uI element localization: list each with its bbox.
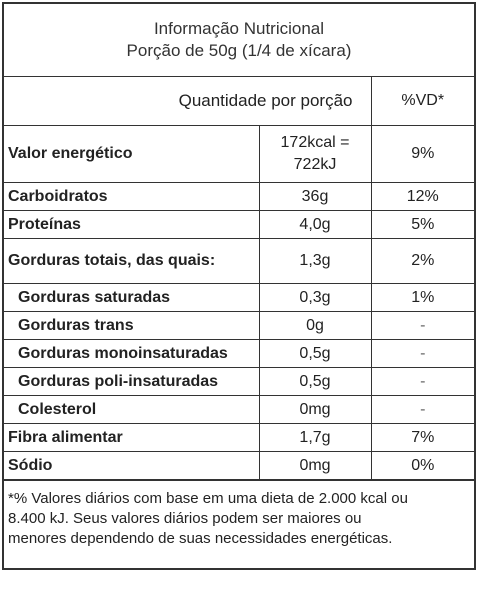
table-row: Gorduras totais, das quais: 1,3g 2% <box>4 238 474 284</box>
footnote-line: menores dependendo de suas necessidades … <box>8 530 393 547</box>
nutrient-dv: 12% <box>370 182 474 211</box>
footnote-line: 8.400 kJ. Seus valores diários podem ser… <box>8 510 362 527</box>
table-row: Proteínas 4,0g 5% <box>4 210 474 239</box>
nutrition-table: Quantidade por porção %VD* Valor energét… <box>4 77 474 480</box>
nutrient-amount: 0,3g <box>258 283 372 312</box>
nutrient-amount: 172kcal = 722kJ <box>258 125 372 183</box>
nutrient-dv: 5% <box>370 210 474 239</box>
footnote-line: *% Valores diários com base em uma dieta… <box>8 490 408 507</box>
nutrient-dv: - <box>370 367 474 396</box>
nutrient-label: Gorduras poli-insaturadas <box>4 367 260 396</box>
nutrient-dv: 7% <box>370 423 474 452</box>
nutrient-label: Gorduras monoinsaturadas <box>4 339 260 368</box>
nutrient-amount: 4,0g <box>258 210 372 239</box>
daily-values-footnote: *% Valores diários com base em uma dieta… <box>4 480 474 568</box>
nutrient-label: Valor energético <box>4 125 260 183</box>
nutrient-dv: 1% <box>370 283 474 312</box>
nutrient-dv: - <box>370 339 474 368</box>
nutrient-amount: 1,3g <box>258 238 372 284</box>
dv-header: %VD* <box>370 77 474 126</box>
nutrient-dv: 0% <box>370 451 474 480</box>
nutrient-amount: 0,5g <box>258 367 372 396</box>
table-row: Carboidratos 36g 12% <box>4 182 474 211</box>
table-row: Fibra alimentar 1,7g 7% <box>4 423 474 452</box>
nutrient-amount: 0g <box>258 311 372 340</box>
nutrient-amount: 0mg <box>258 395 372 424</box>
table-row: Gorduras monoinsaturadas 0,5g - <box>4 339 474 368</box>
table-row-energy: Valor energético 172kcal = 722kJ 9% <box>4 125 474 183</box>
nutrient-label: Colesterol <box>4 395 260 424</box>
nutrition-facts-label: Informação Nutricional Porção de 50g (1/… <box>2 2 476 570</box>
nutrient-amount: 36g <box>258 182 372 211</box>
nutrient-label: Gorduras totais, das quais: <box>4 238 260 284</box>
nutrient-dv: 9% <box>370 125 474 183</box>
portion-size: Porção de 50g (1/4 de xícara) <box>126 41 352 60</box>
energy-kcal: 172kcal = <box>280 134 350 151</box>
nutrient-dv: - <box>370 395 474 424</box>
nutrient-label: Carboidratos <box>4 182 260 211</box>
nutrient-label: Fibra alimentar <box>4 423 260 452</box>
table-row: Colesterol 0mg - <box>4 395 474 424</box>
table-row: Gorduras saturadas 0,3g 1% <box>4 283 474 312</box>
nutrient-amount: 0,5g <box>258 339 372 368</box>
table-row: Gorduras trans 0g - <box>4 311 474 340</box>
label-title: Informação Nutricional <box>153 19 325 38</box>
nutrient-amount: 1,7g <box>258 423 372 452</box>
nutrient-label: Gorduras saturadas <box>4 283 260 312</box>
table-row: Gorduras poli-insaturadas 0,5g - <box>4 367 474 396</box>
nutrient-label: Sódio <box>4 451 260 480</box>
nutrient-amount: 0mg <box>258 451 372 480</box>
quantity-header: Quantidade por porção <box>4 77 372 126</box>
table-header-row: Quantidade por porção %VD* <box>4 77 474 126</box>
label-header: Informação Nutricional Porção de 50g (1/… <box>4 4 474 77</box>
table-row: Sódio 0mg 0% <box>4 451 474 480</box>
nutrient-dv: - <box>370 311 474 340</box>
nutrient-label: Gorduras trans <box>4 311 260 340</box>
nutrient-dv: 2% <box>370 238 474 284</box>
energy-kj: 722kJ <box>293 156 337 173</box>
nutrient-label: Proteínas <box>4 210 260 239</box>
